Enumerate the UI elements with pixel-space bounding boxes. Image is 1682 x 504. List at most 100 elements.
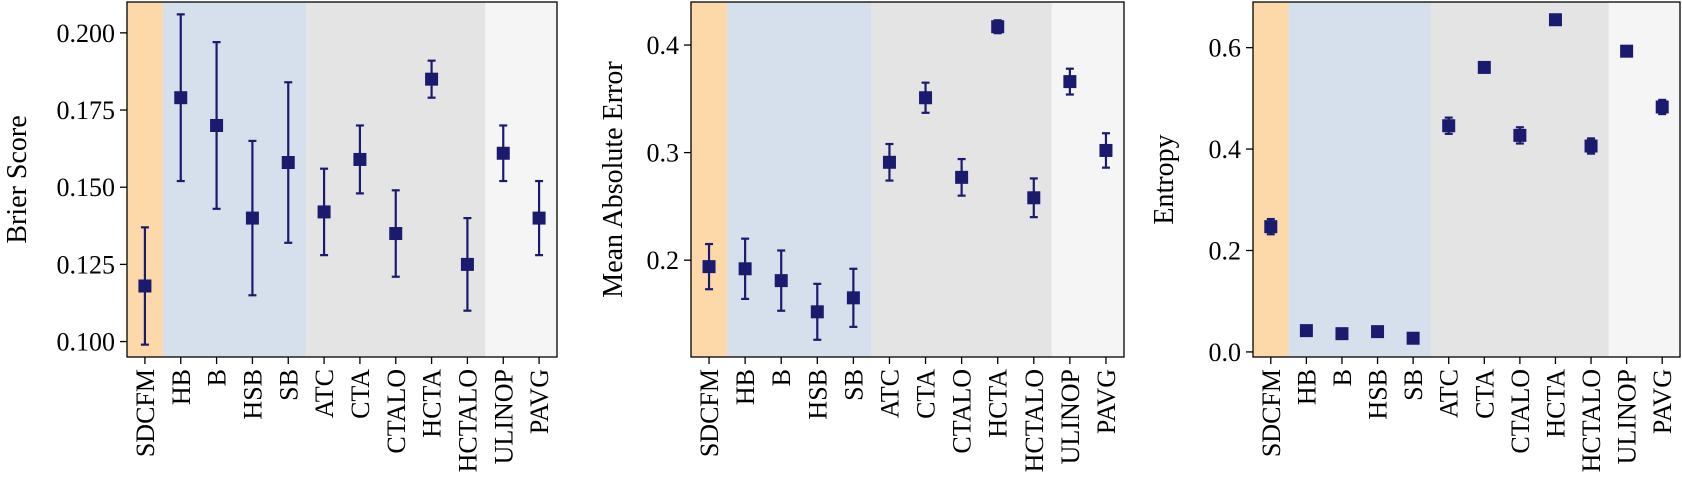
x-tick-label-ctalo: CTALO — [382, 369, 411, 454]
x-tick-label-atc: ATC — [310, 369, 339, 418]
data-point-atc — [882, 155, 896, 169]
x-tick-label-hctalo: HCTALO — [1020, 369, 1049, 472]
data-point-hcta — [425, 72, 439, 86]
group-band-3 — [306, 2, 486, 357]
data-point-pavg — [1655, 100, 1669, 114]
x-tick-label-b: B — [767, 369, 796, 386]
x-tick-label-hcta: HCTA — [1541, 369, 1570, 438]
x-tick-label-hctalo: HCTALO — [1577, 369, 1606, 472]
data-point-b — [774, 274, 788, 288]
data-point-ctalo — [955, 170, 969, 184]
data-point-sdcfm — [1264, 220, 1278, 234]
y-tick-label: 0.2 — [647, 246, 680, 275]
x-tick-label-hcta: HCTA — [418, 369, 447, 438]
x-tick-label-hctalo: HCTALO — [453, 369, 482, 472]
x-tick-label-sb: SB — [274, 369, 303, 401]
data-point-ulinop — [1620, 44, 1634, 58]
data-point-hb — [1299, 324, 1313, 338]
group-band-2 — [162, 2, 307, 357]
data-point-sdcfm — [138, 279, 152, 293]
y-axis-title: Entropy — [1149, 134, 1180, 224]
data-point-hcta — [1548, 13, 1562, 27]
x-tick-label-cta: CTA — [1470, 369, 1499, 419]
data-point-hcta — [991, 20, 1005, 34]
data-point-hctalo — [460, 257, 474, 271]
y-tick-label: 0.175 — [57, 96, 116, 125]
data-point-hsb — [810, 305, 824, 319]
data-point-ctalo — [389, 227, 403, 241]
group-band-3 — [1430, 2, 1609, 357]
x-tick-label-ulinop: ULINOP — [1613, 369, 1642, 464]
x-tick-label-hsb: HSB — [238, 369, 267, 420]
x-tick-label-cta: CTA — [912, 369, 941, 419]
x-tick-label-ulinop: ULINOP — [1056, 369, 1085, 464]
x-tick-label-ulinop: ULINOP — [489, 369, 518, 464]
data-point-ctalo — [1513, 128, 1527, 142]
x-tick-label-hsb: HSB — [803, 369, 832, 420]
group-band-1 — [1253, 2, 1289, 357]
x-tick-label-hb: HB — [167, 369, 196, 405]
data-point-ulinop — [1063, 75, 1077, 89]
x-tick-label-pavg: PAVG — [1092, 369, 1121, 434]
x-tick-label-hb: HB — [731, 369, 760, 405]
data-point-sdcfm — [702, 260, 716, 274]
plot-frame — [1252, 1, 1681, 358]
data-point-pavg — [532, 211, 546, 225]
x-tick-label-sdcfm: SDCFM — [1257, 369, 1286, 457]
x-tick-label-hb: HB — [1292, 369, 1321, 405]
x-tick-label-ctalo: CTALO — [1506, 369, 1535, 454]
x-tick-label-b: B — [1328, 369, 1357, 386]
data-point-ulinop — [496, 146, 510, 160]
y-tick-label: 0.0 — [1209, 338, 1242, 367]
data-point-hsb — [1371, 325, 1385, 339]
data-point-atc — [1442, 119, 1456, 133]
chart-panel-1: 0.100 0.125 0.150 0.175 0.200 Brier Score SDCF… — [2, 1, 558, 472]
y-tick-label: 0.4 — [647, 31, 680, 60]
group-band-4 — [1608, 2, 1680, 357]
y-tick-label: 0.3 — [647, 139, 680, 168]
data-point-pavg — [1099, 143, 1113, 157]
x-tick-label-atc: ATC — [875, 369, 904, 418]
group-band-4 — [1051, 2, 1124, 357]
data-point-b — [1335, 327, 1349, 341]
x-tick-label-hsb: HSB — [1364, 369, 1393, 420]
x-tick-label-pavg: PAVG — [1648, 369, 1677, 434]
group-band-2 — [1288, 2, 1431, 357]
data-point-atc — [317, 205, 331, 219]
y-tick-label: 0.6 — [1209, 34, 1242, 63]
data-point-sb — [281, 156, 295, 170]
data-point-hctalo — [1027, 191, 1041, 205]
y-tick-label: 0.200 — [57, 19, 116, 48]
chart-panel-2: 0.2 0.3 0.4 Mean Absolute Error SDCFM HB B HSB S… — [598, 1, 1125, 472]
data-point-sb — [846, 291, 860, 305]
y-tick-label: 0.125 — [57, 250, 116, 279]
y-tick-label: 0.2 — [1209, 237, 1242, 266]
data-point-cta — [919, 91, 933, 105]
x-tick-label-sdcfm: SDCFM — [695, 369, 724, 457]
data-point-cta — [1477, 60, 1491, 74]
x-tick-label-b: B — [203, 369, 232, 386]
x-tick-label-atc: ATC — [1435, 369, 1464, 418]
data-point-sb — [1406, 331, 1420, 345]
group-band-1 — [691, 2, 728, 357]
data-point-b — [210, 118, 224, 132]
data-point-hctalo — [1584, 139, 1598, 153]
data-point-hsb — [245, 211, 259, 225]
data-point-cta — [353, 152, 367, 166]
x-tick-label-cta: CTA — [346, 369, 375, 419]
x-tick-label-ctalo: CTALO — [948, 369, 977, 454]
y-axis-title: Mean Absolute Error — [598, 61, 629, 298]
plot-frame — [126, 1, 558, 358]
x-tick-label-pavg: PAVG — [525, 369, 554, 434]
plot-frame — [690, 1, 1125, 358]
chart-panel-3: 0.0 0.2 0.4 0.6 Entropy SDCFM HB B HSB SB ATC CTA CT… — [1149, 1, 1681, 472]
x-tick-label-hcta: HCTA — [984, 369, 1013, 438]
data-point-hb — [738, 262, 752, 276]
y-axis-title: Brier Score — [2, 115, 33, 243]
y-tick-label: 0.150 — [57, 173, 116, 202]
y-tick-label: 0.4 — [1209, 135, 1242, 164]
data-point-hb — [174, 91, 188, 105]
y-tick-label: 0.100 — [57, 328, 116, 357]
x-tick-label-sb: SB — [839, 369, 868, 401]
